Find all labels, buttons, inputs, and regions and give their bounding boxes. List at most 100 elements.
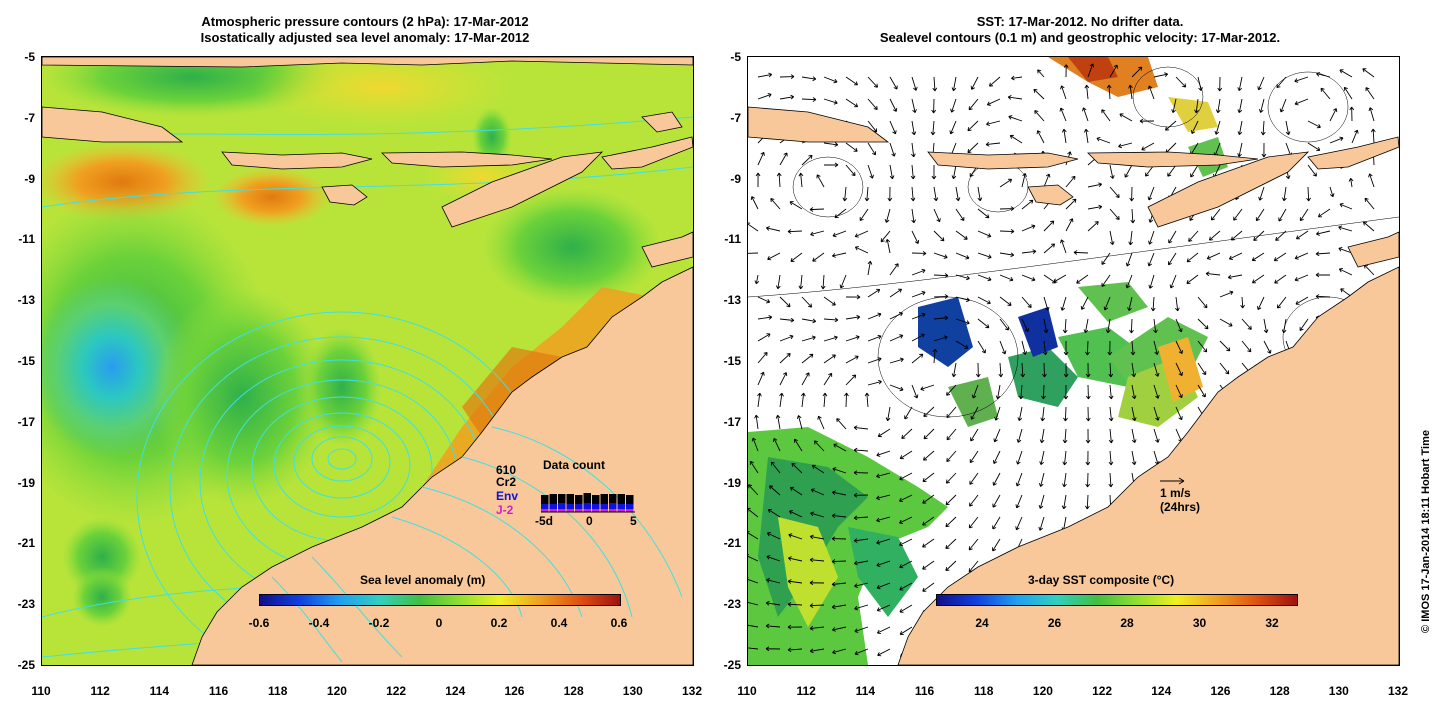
- velocity-arrow: [1059, 107, 1067, 122]
- velocity-arrow: [757, 93, 772, 100]
- velocity-arrow: [1175, 296, 1180, 312]
- sla-cbtick-1: -0.4: [308, 616, 330, 630]
- right-ytick--11: -11: [724, 232, 741, 247]
- left-ytick--13: -13: [17, 293, 35, 308]
- velocity-arrow: [796, 415, 803, 430]
- velocity-arrow: [754, 274, 760, 285]
- velocity-arrow: [832, 648, 847, 655]
- velocity-arrow: [889, 334, 904, 342]
- velocity-arrow: [1150, 296, 1156, 312]
- velocity-arrow: [1085, 362, 1091, 378]
- velocity-arrow: [1043, 243, 1056, 254]
- velocity-arrow: [1315, 251, 1331, 257]
- left-xtick-116: 116: [208, 684, 229, 698]
- left-ytick--25: -25: [17, 658, 35, 672]
- velocity-arrow: [748, 484, 759, 496]
- velocity-arrow: [1320, 87, 1331, 100]
- velocity-arrow: [923, 450, 935, 461]
- velocity-arrow: [809, 603, 825, 608]
- velocity-arrow: [845, 76, 859, 86]
- velocity-arrow: [1038, 516, 1045, 531]
- velocity-arrow: [1274, 274, 1287, 284]
- velocity-arrow: [945, 516, 957, 528]
- velocity-arrow: [922, 516, 935, 526]
- velocity-arrow: [1188, 230, 1199, 242]
- velocity-arrow: [975, 362, 981, 378]
- velocity-arrow: [967, 142, 979, 154]
- velocity-arrow: [853, 560, 869, 566]
- velocity-arrow: [854, 582, 869, 588]
- velocity-arrow: [1042, 340, 1048, 356]
- data-count-title: Data count: [543, 458, 606, 472]
- velocity-arrow: [867, 98, 878, 110]
- velocity-arrow: [885, 406, 891, 422]
- velocity-arrow: [1153, 340, 1159, 355]
- velocity-arrow: [977, 186, 983, 202]
- velocity-arrow: [1153, 384, 1160, 399]
- velocity-arrow: [999, 296, 1012, 306]
- right-ytick--15: -15: [723, 354, 741, 368]
- velocity-arrow: [1329, 186, 1335, 198]
- velocity-arrow: [1128, 230, 1134, 246]
- left-title-line2: Isostatically adjusted sea level anomaly…: [200, 30, 530, 45]
- right-xtick-120: 120: [1032, 684, 1053, 698]
- data-count-tick-minus5d: -5d: [535, 514, 553, 528]
- imos-credit: © IMOS 17-Jan-2014 18:11 Hobart Time: [1420, 430, 1432, 633]
- velocity-arrow: [977, 252, 992, 259]
- velocity-arrow: [748, 647, 759, 650]
- velocity-arrow: [1129, 186, 1135, 202]
- velocity-arrow: [836, 418, 847, 430]
- velocity-arrow: [1063, 406, 1068, 422]
- left-xtick-130: 130: [622, 684, 643, 698]
- velocity-arrow: [1125, 252, 1133, 267]
- velocity-arrow: [977, 230, 992, 238]
- left-xtick-122: 122: [386, 684, 407, 698]
- left-ytick--23: -23: [17, 597, 35, 612]
- velocity-arrow: [1041, 384, 1046, 400]
- velocity-arrow: [994, 406, 1001, 421]
- data-count-bar: [626, 509, 634, 512]
- velocity-arrow: [1085, 494, 1090, 510]
- velocity-arrow: [1364, 197, 1375, 210]
- velocity-arrow: [955, 208, 965, 221]
- velocity-arrow: [1147, 252, 1155, 267]
- data-count-bar: [609, 494, 617, 503]
- velocity-arrow: [798, 172, 804, 188]
- right-xtick-116: 116: [914, 684, 935, 698]
- velocity-arrow: [831, 536, 847, 542]
- velocity-arrow: [999, 229, 1015, 234]
- velocity-arrow: [933, 252, 948, 259]
- sat-label-j2: J-2: [496, 503, 514, 517]
- velocity-arrow: [1021, 224, 1036, 232]
- velocity-arrow: [1237, 120, 1243, 136]
- velocity-arrow: [911, 353, 924, 364]
- velocity-arrow: [779, 372, 788, 386]
- velocity-arrow: [1148, 274, 1155, 289]
- velocity-arrow: [1065, 218, 1074, 232]
- velocity-arrow: [845, 374, 857, 386]
- sst-colorbar-title: 3-day SST composite (°C): [1028, 573, 1175, 587]
- velocity-arrow: [911, 312, 926, 320]
- left-xtick-118: 118: [268, 684, 288, 698]
- velocity-arrow: [955, 340, 969, 349]
- data-count-bar: [566, 504, 574, 509]
- left-ytick--21: -21: [17, 536, 35, 551]
- data-count-bar: [549, 494, 557, 504]
- velocity-arrow: [1108, 362, 1114, 378]
- data-count-bar: [617, 504, 625, 509]
- velocity-scale-label: 1 m/s: [1160, 486, 1191, 500]
- velocity-arrow: [1210, 208, 1221, 221]
- sla-cbtick-3: 0: [435, 616, 443, 630]
- right-ytick--5: -5: [730, 50, 741, 64]
- velocity-arrow: [1263, 318, 1269, 334]
- velocity-arrow: [876, 494, 891, 501]
- velocity-arrow: [1065, 175, 1076, 188]
- velocity-arrow: [1273, 252, 1287, 262]
- velocity-arrow: [1338, 268, 1353, 276]
- velocity-arrow: [1119, 113, 1133, 122]
- right-xtick-118: 118: [974, 684, 994, 698]
- velocity-arrow: [845, 355, 859, 364]
- velocity-arrow: [1061, 128, 1067, 144]
- data-count-bar: [626, 504, 634, 509]
- velocity-arrow: [968, 98, 979, 111]
